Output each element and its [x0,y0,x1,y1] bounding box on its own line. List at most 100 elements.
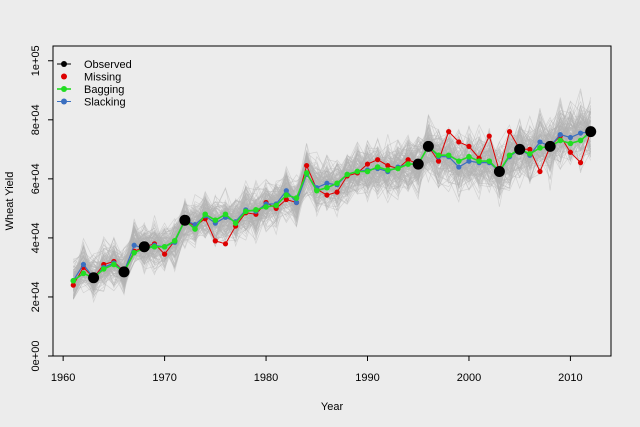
bootstrap-line [73,113,591,283]
series-point-bagging [435,152,442,159]
observed-point [544,140,556,152]
bootstrap-line [73,118,591,281]
series-point-bagging [151,243,158,250]
series-point-missing [385,162,391,169]
series-point-slacking [577,130,584,136]
y-tick-label: 0e+00 [30,341,42,372]
observed-point [179,214,191,226]
series-point-bagging [232,220,239,226]
legend-marker-missing [61,73,67,80]
series-point-bagging [486,158,493,164]
bootstrap-line [72,124,592,292]
series-point-bagging [466,153,472,160]
bootstrap-line [73,123,592,296]
series-point-missing [212,238,218,244]
series-point-slacking [537,139,543,145]
series-line-bagging [72,130,592,282]
series-point-slacking [283,188,289,194]
x-tick-label: 1990 [355,372,379,384]
bootstrap-line [73,109,592,282]
observed-point [138,241,150,253]
bootstrap-line [73,121,591,296]
bootstrap-line [72,116,591,300]
series-point-bagging [577,137,584,144]
bootstrap-line [73,102,592,283]
bootstrap-line [72,114,591,287]
series-point-bagging [171,238,178,244]
observed-point [493,165,505,177]
bootstrap-line [72,122,592,284]
series-point-missing [486,133,492,139]
series-point-bagging [385,167,391,173]
series-point-slacking [131,242,137,248]
series-point-bagging [80,270,87,277]
y-tick-label: 4e+04 [30,222,42,253]
bootstrap-line [72,128,591,290]
series-point-bagging [192,226,198,232]
bootstrap-line [73,125,591,283]
legend-marker-observed [61,61,67,67]
series-point-bagging [506,152,513,159]
bootstrap-line [73,129,591,277]
bootstrap-line [73,125,592,285]
series-point-bagging [324,184,330,191]
legend-marker-bagging [61,86,67,92]
series-point-slacking [80,261,87,268]
series-point-missing [283,196,289,203]
series-point-missing [364,161,371,167]
bootstrap-line [73,112,591,299]
y-tick-label: 1e+05 [30,45,42,76]
series-point-slacking [567,134,574,141]
series-point-slacking [293,199,300,206]
bootstrap-line [73,99,591,287]
x-tick-label: 1960 [51,372,75,384]
bootstrap-line [72,125,591,292]
series-point-missing [506,129,513,135]
bootstrap-line [73,118,592,279]
series-point-missing [527,146,533,152]
legend-label-bagging: Bagging [84,84,124,96]
observed-point [412,158,424,170]
x-tick-label: 2010 [558,372,582,384]
x-tick-label: 2000 [457,372,481,384]
series-point-bagging [263,204,269,210]
series-point-bagging [374,164,381,170]
series-point-bagging [212,217,219,223]
series-point-bagging [456,158,462,164]
x-tick-label: 1980 [254,372,278,384]
bootstrap-line [72,100,592,299]
series-point-missing [375,157,381,163]
series-point-bagging [334,180,340,187]
series-point-slacking [324,180,330,186]
bootstrap-line [72,103,592,298]
series-point-missing [70,282,76,288]
series-point-bagging [273,202,280,209]
bootstrap-line [72,115,591,304]
bootstrap-line [73,113,592,282]
series-point-bagging [242,208,249,215]
series-point-bagging [313,187,320,194]
bootstrap-line [73,108,591,296]
series-point-bagging [527,150,533,157]
main-series-group [70,126,597,288]
series-point-slacking [466,158,472,164]
series-point-missing [304,162,310,169]
series-point-bagging [344,171,351,178]
series-point-missing [537,168,543,175]
bootstrap-line [72,124,591,290]
bootstrap-line [72,120,591,297]
bootstrap-line [73,90,592,277]
bootstrap-line [73,133,592,287]
series-point-bagging [405,161,411,167]
series-point-bagging [364,168,371,175]
series-point-bagging [303,170,310,176]
bootstrap-line [72,112,592,294]
bootstrap-line [73,100,592,279]
series-point-bagging [354,168,361,175]
legend-label-slacking: Slacking [84,97,126,109]
series-point-bagging [161,243,168,250]
series-point-missing [435,158,442,164]
x-axis: 1960 1970 1980 1990 2000 2010 [51,355,583,384]
series-point-bagging [222,211,229,218]
